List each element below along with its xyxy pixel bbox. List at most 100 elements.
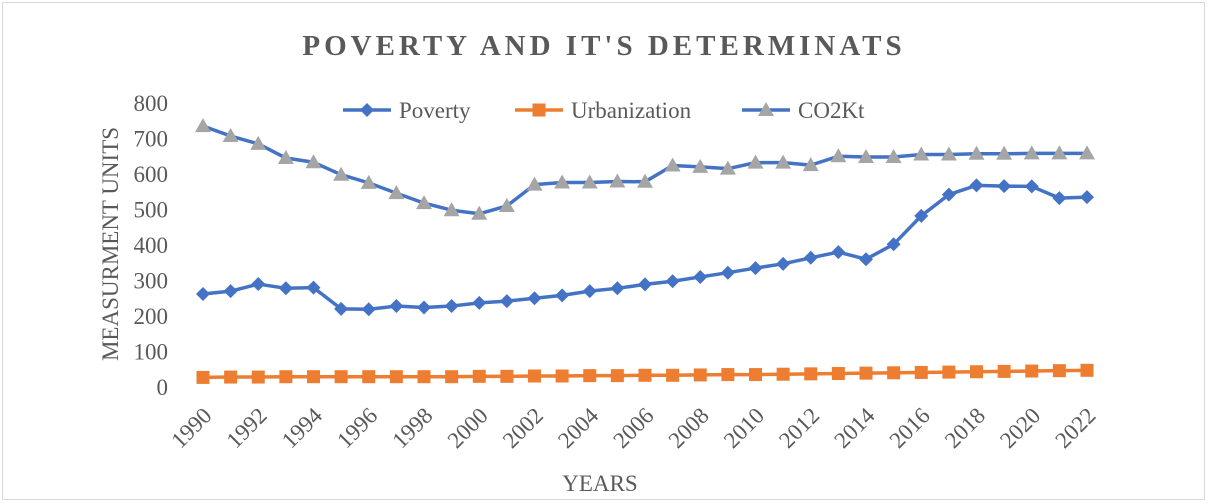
chart-title: POVERTY AND IT'S DETERMINATS: [302, 30, 905, 62]
co2kt-point: [940, 146, 957, 161]
urbanization-point: [776, 367, 790, 381]
co2kt-point: [360, 174, 377, 189]
urbanization-point: [224, 370, 238, 384]
co2kt-point: [609, 173, 626, 188]
co2kt-point: [692, 158, 709, 173]
poverty-point: [638, 277, 652, 292]
co2kt-point: [443, 202, 460, 217]
urbanization-point: [804, 367, 818, 381]
y-axis-label: MEASURMENT UNITS: [98, 127, 123, 361]
co2kt-point: [526, 176, 543, 191]
x-tick-label: 1992: [222, 403, 272, 453]
co2kt-point: [250, 135, 267, 150]
poverty-point: [196, 286, 210, 301]
poverty-point: [417, 300, 431, 315]
urbanization-point: [445, 370, 459, 384]
poverty-point: [389, 299, 404, 314]
poverty-point: [223, 284, 238, 299]
poverty-point: [941, 187, 956, 202]
poverty-point: [444, 299, 459, 314]
co2kt-point: [858, 148, 874, 163]
urbanization-point: [831, 367, 845, 381]
poverty-point: [1052, 191, 1067, 206]
urbanization-point: [362, 370, 376, 384]
co2kt-point: [637, 173, 653, 188]
y-tick-label: 300: [134, 269, 169, 294]
poverty-point: [334, 301, 349, 316]
co2kt-point: [664, 157, 681, 172]
legend-urbanization-marker: [532, 103, 546, 117]
poverty-point: [748, 261, 763, 276]
y-tick-label: 600: [134, 162, 169, 187]
x-tick-label: 2012: [774, 403, 824, 453]
y-tick-label: 400: [134, 233, 169, 258]
x-tick-label: 2016: [885, 403, 935, 453]
x-tick-label: 2022: [1050, 403, 1100, 453]
co2kt-point: [277, 150, 294, 165]
poverty-point: [720, 265, 735, 280]
x-tick-label: 1996: [332, 403, 382, 453]
urbanization-point: [749, 368, 762, 382]
x-tick-label: 2018: [940, 403, 990, 453]
urbanization-point: [528, 369, 541, 383]
urbanization-point: [859, 366, 873, 380]
poverty-point: [859, 252, 873, 267]
co2kt-point: [996, 145, 1013, 160]
y-tick-label: 0: [157, 375, 169, 400]
y-tick-label: 100: [134, 340, 169, 365]
urbanization-point: [638, 368, 652, 382]
co2kt-point: [416, 195, 432, 210]
urbanization-point: [389, 370, 403, 384]
co2kt-point: [830, 148, 847, 163]
x-tick-label: 2000: [443, 403, 493, 453]
x-tick-label: 1998: [387, 403, 437, 453]
x-tick-label: 2004: [553, 403, 604, 454]
poverty-point: [278, 281, 293, 296]
co2kt-point: [581, 174, 598, 189]
urbanization-point: [942, 365, 956, 379]
poverty-point: [1080, 190, 1094, 205]
co2kt-point: [388, 185, 405, 200]
co2kt-point: [195, 118, 211, 133]
urbanization-point: [251, 370, 265, 384]
urbanization-point: [472, 369, 486, 383]
poverty-point: [472, 295, 487, 310]
urbanization-point: [970, 365, 983, 379]
urbanization-point: [1080, 363, 1094, 377]
x-tick-label: 2008: [664, 403, 714, 453]
urbanization-point: [914, 365, 928, 379]
urbanization-point: [1025, 364, 1039, 378]
y-tick-label: 200: [134, 304, 169, 329]
co2kt-point: [802, 157, 819, 172]
y-tick-label: 700: [134, 127, 169, 152]
y-tick-label: 500: [134, 198, 169, 223]
x-axis-ticks: 1990 1992 1994 1996 1998 2000 2002 2004 2006 2008…: [166, 403, 1100, 454]
legend-co2kt-label: CO2Kt: [798, 98, 865, 123]
urbanization-point: [997, 364, 1011, 378]
co2kt-point: [1023, 145, 1040, 160]
poverty-point: [306, 280, 321, 295]
urbanization-point: [1052, 364, 1066, 378]
co2kt-point: [1079, 145, 1095, 160]
poverty-point: [361, 302, 376, 317]
chart-svg: POVERTY AND IT'S DETERMINATS Poverty Urba…: [98, 30, 1101, 496]
poverty-point: [831, 245, 846, 260]
urbanization-point: [693, 368, 707, 382]
legend: Poverty Urbanization CO2Kt: [343, 98, 865, 123]
poverty-point: [499, 294, 514, 309]
poverty-point: [969, 178, 984, 193]
urbanization-point: [610, 369, 624, 383]
poverty-point: [803, 250, 818, 265]
co2kt-point: [222, 128, 239, 143]
co2kt-point: [913, 146, 930, 161]
co2kt-point: [305, 154, 322, 169]
poverty-point: [693, 269, 708, 284]
poverty-point: [555, 288, 570, 303]
co2kt-point: [471, 205, 488, 220]
legend-poverty-marker: [360, 103, 374, 117]
urbanization-point: [196, 370, 210, 384]
x-tick-label: 1990: [166, 403, 216, 453]
poverty-point: [776, 256, 791, 271]
co2kt-point: [333, 166, 350, 181]
